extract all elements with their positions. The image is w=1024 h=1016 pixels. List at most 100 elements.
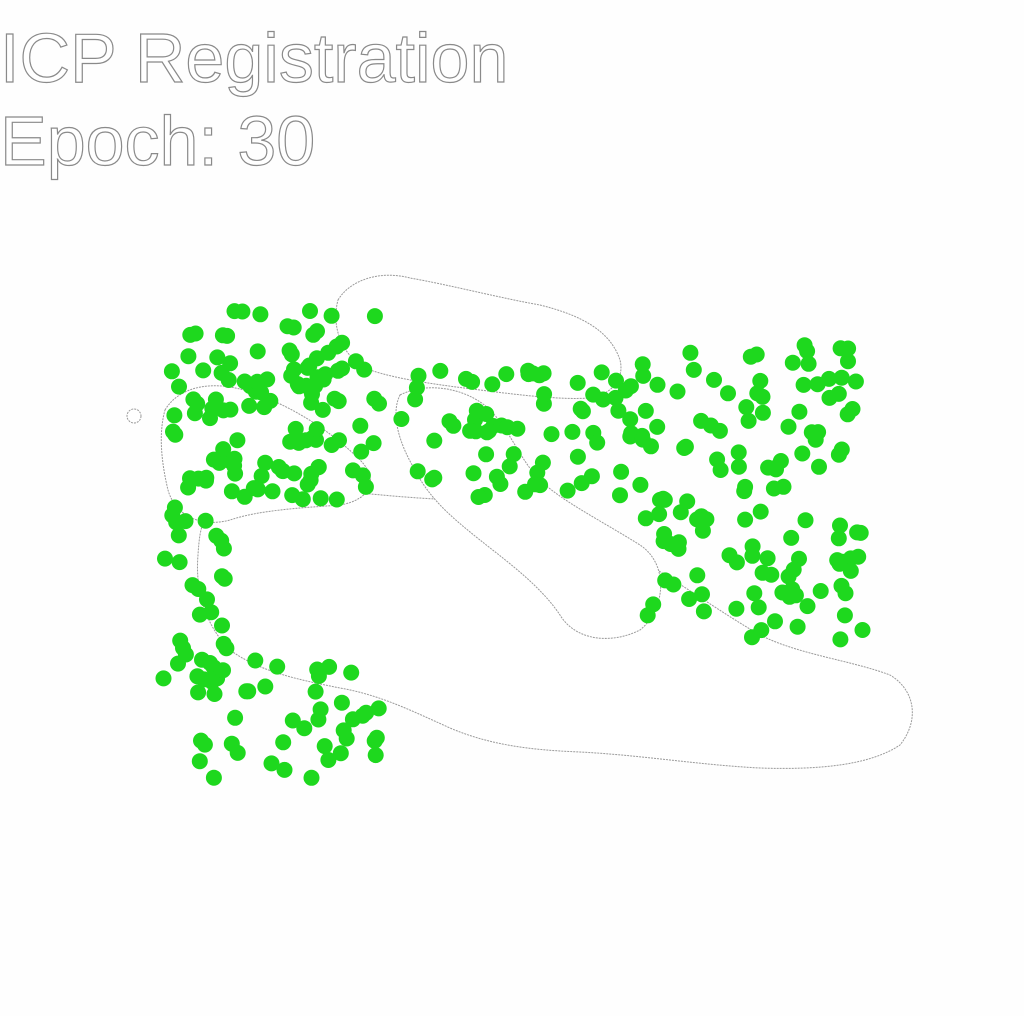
source-point — [270, 459, 287, 475]
source-point — [470, 489, 487, 505]
source-point — [821, 370, 837, 387]
source-point — [784, 354, 801, 371]
source-point — [279, 318, 296, 335]
source-point — [155, 670, 172, 687]
source-point — [852, 524, 869, 541]
source-point — [409, 463, 426, 480]
source-point — [669, 383, 686, 400]
source-point — [207, 391, 224, 408]
source-point — [613, 463, 630, 480]
source-point — [328, 491, 345, 508]
source-point — [689, 567, 706, 584]
source-point — [850, 548, 867, 565]
source-point — [281, 342, 298, 359]
source-point — [323, 307, 340, 324]
source-point — [501, 458, 518, 475]
source-point — [195, 362, 212, 379]
source-point — [791, 403, 808, 420]
source-point — [269, 658, 286, 675]
source-point — [730, 444, 747, 461]
source-point — [170, 527, 187, 544]
source-point — [316, 738, 333, 755]
source-point — [462, 422, 479, 439]
source-point — [847, 373, 864, 390]
source-point — [698, 511, 715, 528]
source-point — [754, 388, 771, 405]
source-point — [635, 367, 652, 384]
source-point — [249, 343, 266, 360]
point-cloud-source — [155, 303, 871, 786]
source-point — [214, 617, 230, 634]
source-point — [213, 532, 230, 549]
source-point — [215, 635, 232, 652]
source-point — [844, 401, 861, 417]
source-point — [608, 372, 624, 389]
source-point — [365, 435, 382, 452]
source-point — [177, 513, 194, 530]
source-point — [211, 454, 228, 471]
source-point — [768, 461, 784, 478]
source-point — [589, 434, 606, 451]
source-point — [196, 736, 213, 753]
source-point — [595, 391, 612, 408]
source-point — [189, 395, 206, 412]
source-point — [465, 465, 482, 482]
source-point — [206, 686, 223, 702]
source-point — [832, 340, 849, 357]
source-point — [649, 418, 666, 435]
source-point — [223, 483, 240, 500]
source-point — [569, 448, 586, 465]
source-point — [253, 468, 270, 484]
cloud-top — [335, 274, 622, 399]
source-point — [368, 729, 385, 746]
source-point — [302, 303, 318, 319]
source-point — [282, 433, 299, 450]
source-point — [498, 366, 515, 383]
source-point — [812, 583, 829, 599]
source-point — [370, 700, 387, 717]
source-point — [307, 683, 324, 700]
source-point — [478, 446, 495, 463]
source-point — [681, 591, 698, 607]
source-point — [622, 411, 639, 428]
source-point — [622, 428, 639, 445]
source-point — [190, 684, 207, 701]
source-point — [407, 391, 424, 408]
source-point — [393, 411, 410, 427]
source-point — [655, 490, 672, 507]
source-point — [301, 357, 318, 374]
source-point — [287, 420, 304, 437]
source-point — [753, 622, 770, 639]
source-point — [291, 378, 308, 395]
source-point — [303, 769, 320, 786]
source-point — [163, 363, 180, 380]
source-point — [492, 476, 509, 492]
source-point — [695, 603, 712, 620]
source-point — [408, 379, 425, 396]
source-point — [670, 540, 687, 557]
source-point — [752, 372, 769, 389]
source-point — [286, 361, 302, 378]
source-point — [720, 385, 736, 402]
source-point — [326, 390, 343, 407]
source-point — [543, 426, 560, 443]
source-point — [632, 476, 649, 493]
source-point — [371, 395, 387, 412]
source-point — [854, 622, 871, 638]
source-point — [649, 376, 666, 393]
source-point — [410, 367, 427, 384]
source-point — [252, 306, 269, 323]
source-point — [458, 370, 474, 387]
source-point — [222, 401, 239, 418]
source-point — [694, 586, 710, 603]
source-point — [754, 404, 771, 421]
source-point — [323, 437, 340, 453]
source-point — [215, 662, 231, 679]
source-point — [234, 303, 251, 320]
source-point — [748, 346, 765, 363]
source-point — [738, 399, 755, 416]
source-point — [702, 417, 719, 434]
source-point — [219, 327, 236, 344]
source-point — [304, 386, 320, 403]
